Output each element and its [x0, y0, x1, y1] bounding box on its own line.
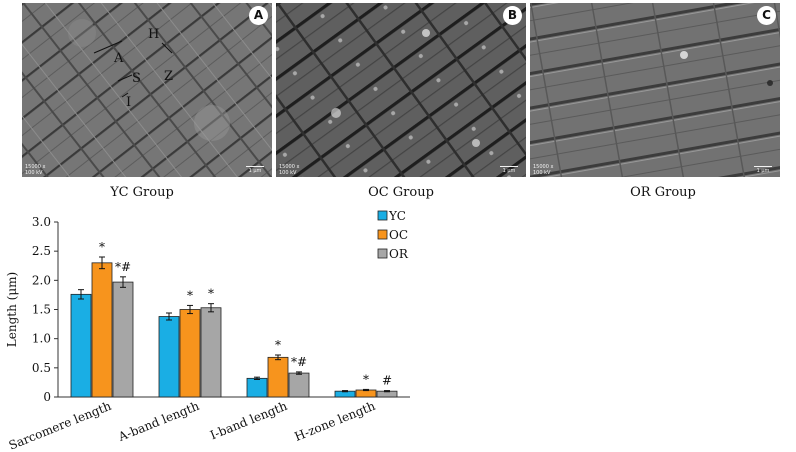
- chart-axes: 0 0.5 1.0 1.5 2.0 2.5 3.0 Length (μm): [5, 215, 410, 404]
- significance-mark: *: [363, 372, 369, 386]
- bar-oc-1: [179, 309, 201, 398]
- legend-label-oc: OC: [389, 228, 408, 242]
- annotation-i-band: I: [126, 95, 132, 110]
- category-label: I-band length: [208, 399, 289, 443]
- annotation-h-zone: H: [148, 27, 160, 42]
- significance-mark: *: [99, 240, 105, 254]
- significance-mark: *: [275, 338, 281, 352]
- chart-bars: [70, 256, 398, 398]
- y-tick-label: 1.5: [32, 303, 51, 317]
- magnification-label: 15000 x: [533, 164, 554, 170]
- panel-badge-a: A: [249, 6, 268, 25]
- category-label: H-zone length: [292, 399, 377, 444]
- scale-bar-label: 1 μm: [502, 168, 516, 174]
- legend-swatch-oc: [377, 229, 388, 240]
- bar-oc-0: [91, 262, 113, 398]
- chart-legend: YC OC OR: [377, 209, 409, 261]
- y-tick-label: 2.5: [32, 244, 51, 258]
- annotation-sarcomere: S: [132, 71, 141, 86]
- legend-label-yc: YC: [388, 209, 406, 223]
- annotation-z-line: Z: [164, 69, 174, 84]
- category-label: A-band length: [116, 399, 202, 445]
- scale-bar: 1 μm: [500, 166, 518, 174]
- bar-or-2: [288, 372, 310, 398]
- micrograph-info: 15000 x 100 kV: [279, 164, 299, 176]
- legend-label-or: OR: [389, 247, 409, 261]
- significance-mark: *#: [291, 355, 307, 369]
- bar-yc-1: [158, 316, 180, 398]
- y-tick-label: 1.0: [32, 332, 51, 346]
- y-axis-title: Length (μm): [5, 272, 19, 347]
- magnification-label: 15000 x: [25, 164, 46, 170]
- micrograph-or-image: [530, 3, 780, 177]
- significance-mark: *: [187, 288, 193, 302]
- micrograph-info: 15000 x 100 kV: [25, 164, 45, 176]
- category-label: Sarcomere length: [7, 399, 114, 452]
- panel-badge-c: C: [757, 6, 776, 25]
- scale-bar: 1 μm: [246, 166, 264, 174]
- caption-yc-group: YC Group: [110, 185, 174, 200]
- significance-mark: *: [208, 287, 214, 301]
- y-tick-label: 0: [43, 390, 51, 404]
- significance-mark: *#: [115, 260, 131, 274]
- caption-oc-group: OC Group: [368, 185, 434, 200]
- significance-mark: #: [382, 374, 392, 388]
- voltage-label: 100 kV: [25, 170, 43, 176]
- caption-or-group: OR Group: [630, 185, 696, 200]
- legend-swatch-or: [377, 248, 388, 259]
- annotation-a-band: A: [114, 51, 124, 66]
- voltage-label: 100 kV: [279, 170, 297, 176]
- micrograph-oc-image: [276, 3, 526, 177]
- y-tick-label: 3.0: [32, 215, 51, 229]
- y-tick-label: 0.5: [32, 361, 51, 375]
- bar-yc-0: [70, 293, 92, 398]
- micrograph-yc: A 15000 x 100 kV 1 μm A H S Z I: [22, 3, 272, 177]
- scale-bar-label: 1 μm: [756, 168, 770, 174]
- panel-badge-b: B: [503, 6, 522, 25]
- bar-or-1: [200, 307, 222, 398]
- legend-swatch-yc: [377, 210, 388, 221]
- scale-bar: 1 μm: [754, 166, 772, 174]
- micrograph-yc-image: [22, 3, 272, 177]
- y-tick-label: 2.0: [32, 273, 51, 287]
- bar-yc-2: [246, 377, 268, 398]
- bar-or-0: [112, 281, 134, 398]
- micrograph-oc: B 15000 x 100 kV 1 μm: [276, 3, 526, 177]
- scale-bar-label: 1 μm: [248, 168, 262, 174]
- magnification-label: 15000 x: [279, 164, 300, 170]
- voltage-label: 100 kV: [533, 170, 551, 176]
- micrograph-or: C 15000 x 100 kV 1 μm: [530, 3, 780, 177]
- micrograph-info: 15000 x 100 kV: [533, 164, 553, 176]
- bar-oc-2: [267, 356, 289, 398]
